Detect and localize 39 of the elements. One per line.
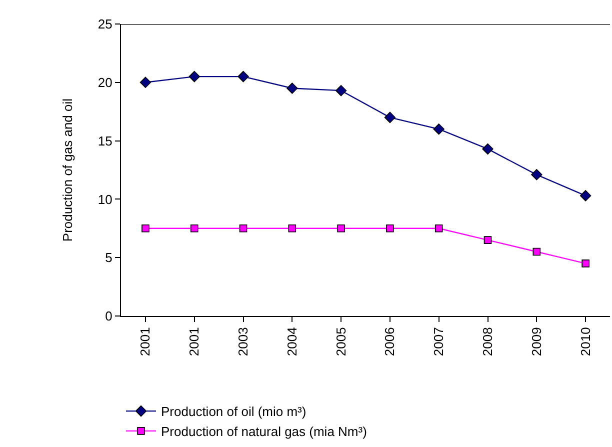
- point: [142, 224, 150, 232]
- y-tick-label: 5: [105, 250, 112, 266]
- point: [140, 76, 152, 88]
- point: [384, 112, 396, 124]
- point: [433, 124, 444, 135]
- point: [580, 190, 592, 202]
- y-tick-label: 15: [98, 133, 112, 148]
- legend-label: Production of natural gas (mia Nm³): [161, 424, 367, 440]
- point: [238, 70, 249, 82]
- x-tick-label: 2009: [528, 327, 544, 356]
- legend-label: Production of oil (mio m³): [161, 404, 306, 420]
- point: [434, 224, 443, 232]
- point: [239, 224, 248, 232]
- y-tick-label: 0: [105, 308, 112, 324]
- x-tick-label: 2010: [578, 327, 593, 356]
- point: [286, 82, 298, 94]
- y-axis-title: Production of gas and oil: [60, 98, 75, 242]
- point: [188, 70, 200, 82]
- x-tick-label: 2005: [333, 327, 348, 356]
- y-tick-label: 20: [98, 74, 112, 90]
- x-tick-label: 2004: [284, 327, 300, 356]
- point: [484, 236, 492, 244]
- point: [335, 84, 347, 96]
- x-tick-label: 2001: [186, 327, 202, 356]
- y-tick-label: 10: [98, 192, 112, 207]
- point: [482, 143, 494, 155]
- x-tick-label: 2006: [382, 327, 398, 356]
- point: [288, 224, 296, 232]
- point: [190, 224, 198, 232]
- y-tick-label: 25: [98, 16, 112, 32]
- point: [386, 224, 394, 232]
- x-tick-label: 2003: [235, 327, 250, 356]
- point: [531, 169, 542, 180]
- point: [337, 224, 345, 232]
- x-tick-label: 2007: [431, 327, 446, 356]
- x-tick-label: 2001: [138, 327, 153, 356]
- x-tick-label: 2008: [480, 327, 495, 356]
- point: [582, 260, 590, 268]
- point: [532, 248, 541, 256]
